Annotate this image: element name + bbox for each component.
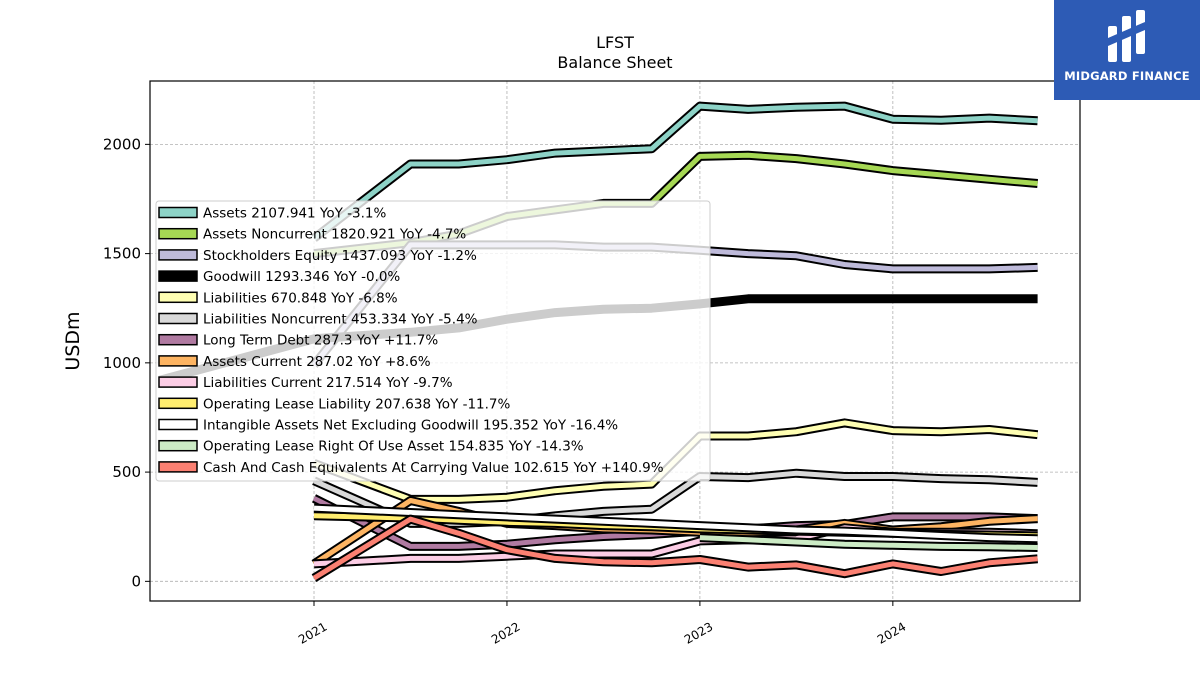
series-cash-and-cash-equivalents-at-carrying-value	[311, 514, 1038, 582]
legend: Assets 2107.941 YoY -3.1% Assets Noncurre…	[155, 200, 711, 482]
legend-entry: Stockholders Equity 1437.093 YoY -1.2%	[158, 248, 477, 264]
legend-entry: Long Term Debt 287.3 YoY +11.7%	[158, 333, 438, 349]
x-tick-label: 2021	[296, 619, 329, 646]
series-operating-lease-right-of-use-asset	[699, 533, 1038, 552]
legend-label: Assets Current 287.02 YoY +8.6%	[203, 354, 431, 370]
legend-label: Stockholders Equity 1437.093 YoY -1.2%	[203, 248, 477, 264]
y-tick-label: 1500	[103, 245, 141, 263]
legend-swatch	[158, 397, 198, 410]
legend-swatch	[158, 291, 198, 304]
legend-entry: Goodwill 1293.346 YoY -0.0%	[158, 269, 400, 285]
legend-label: Intangible Assets Net Excluding Goodwill…	[203, 418, 618, 434]
legend-entry: Operating Lease Right Of Use Asset 154.8…	[158, 439, 584, 455]
x-tick-label: 2024	[875, 619, 908, 646]
legend-entry: Assets Current 287.02 YoY +8.6%	[158, 354, 431, 370]
legend-label: Liabilities Noncurrent 453.334 YoY -5.4%	[203, 312, 478, 328]
series-line	[699, 535, 1038, 550]
legend-label: Operating Lease Liability 207.638 YoY -1…	[203, 396, 511, 412]
plot-frame	[149, 80, 1081, 602]
legend-label: Long Term Debt 287.3 YoY +11.7%	[203, 333, 438, 349]
legend-swatch	[158, 376, 198, 388]
legend-label: Goodwill 1293.346 YoY -0.0%	[203, 269, 400, 285]
midgard-logo-icon	[1108, 10, 1145, 62]
legend-label: Liabilities 670.848 YoY -6.8%	[203, 290, 398, 306]
chart-title: LFST	[596, 33, 634, 52]
legend-swatch	[158, 439, 198, 452]
legend-swatch	[158, 206, 198, 219]
y-tick-label: 2000	[103, 135, 141, 153]
x-tick-label: 2023	[682, 619, 715, 646]
chart-subtitle: Balance Sheet	[557, 53, 673, 72]
brand-logo: MIDGARD FINANCE	[1054, 0, 1200, 100]
legend-swatch	[158, 418, 198, 431]
legend-entry: Assets 2107.941 YoY -3.1%	[158, 206, 387, 222]
legend-entry: Intangible Assets Net Excluding Goodwill…	[158, 418, 618, 434]
x-tick-label: 2022	[489, 619, 522, 646]
legend-label: Assets Noncurrent 1820.921 YoY -4.7%	[203, 227, 466, 243]
legend-swatch	[158, 312, 198, 325]
y-axis-label: USDm	[62, 311, 84, 370]
legend-entry: Liabilities Noncurrent 453.334 YoY -5.4%	[158, 312, 478, 328]
series-line	[312, 103, 1038, 241]
legend-box	[155, 200, 711, 482]
legend-label: Assets 2107.941 YoY -3.1%	[203, 206, 387, 222]
legend-label: Operating Lease Right Of Use Asset 154.8…	[203, 439, 584, 455]
legend-swatch	[158, 355, 198, 367]
series-assets	[311, 101, 1038, 242]
legend-label: Liabilities Current 217.514 YoY -9.7%	[203, 375, 453, 391]
brand-name: MIDGARD FINANCE	[1064, 69, 1190, 83]
legend-entry: Assets Noncurrent 1820.921 YoY -4.7%	[158, 227, 466, 243]
y-tick-label: 0	[131, 572, 141, 590]
legend-swatch	[158, 461, 198, 473]
series-intangible-assets-net-excluding-goodwill	[313, 503, 1038, 544]
y-tick-label: 1000	[103, 354, 141, 372]
legend-swatch	[158, 333, 198, 346]
legend-entry: Liabilities Current 217.514 YoY -9.7%	[158, 375, 453, 391]
legend-swatch	[158, 270, 198, 282]
legend-entry: Operating Lease Liability 207.638 YoY -1…	[158, 396, 511, 412]
legend-label: Cash And Cash Equivalents At Carrying Va…	[203, 460, 664, 476]
legend-entry: Liabilities 670.848 YoY -6.8%	[158, 290, 398, 306]
y-tick-label: 500	[112, 463, 141, 481]
series-line	[312, 516, 1038, 581]
legend-swatch	[158, 249, 198, 261]
legend-swatch	[158, 227, 198, 240]
legend-entry: Cash And Cash Equivalents At Carrying Va…	[158, 460, 664, 476]
series-line	[313, 505, 1038, 542]
